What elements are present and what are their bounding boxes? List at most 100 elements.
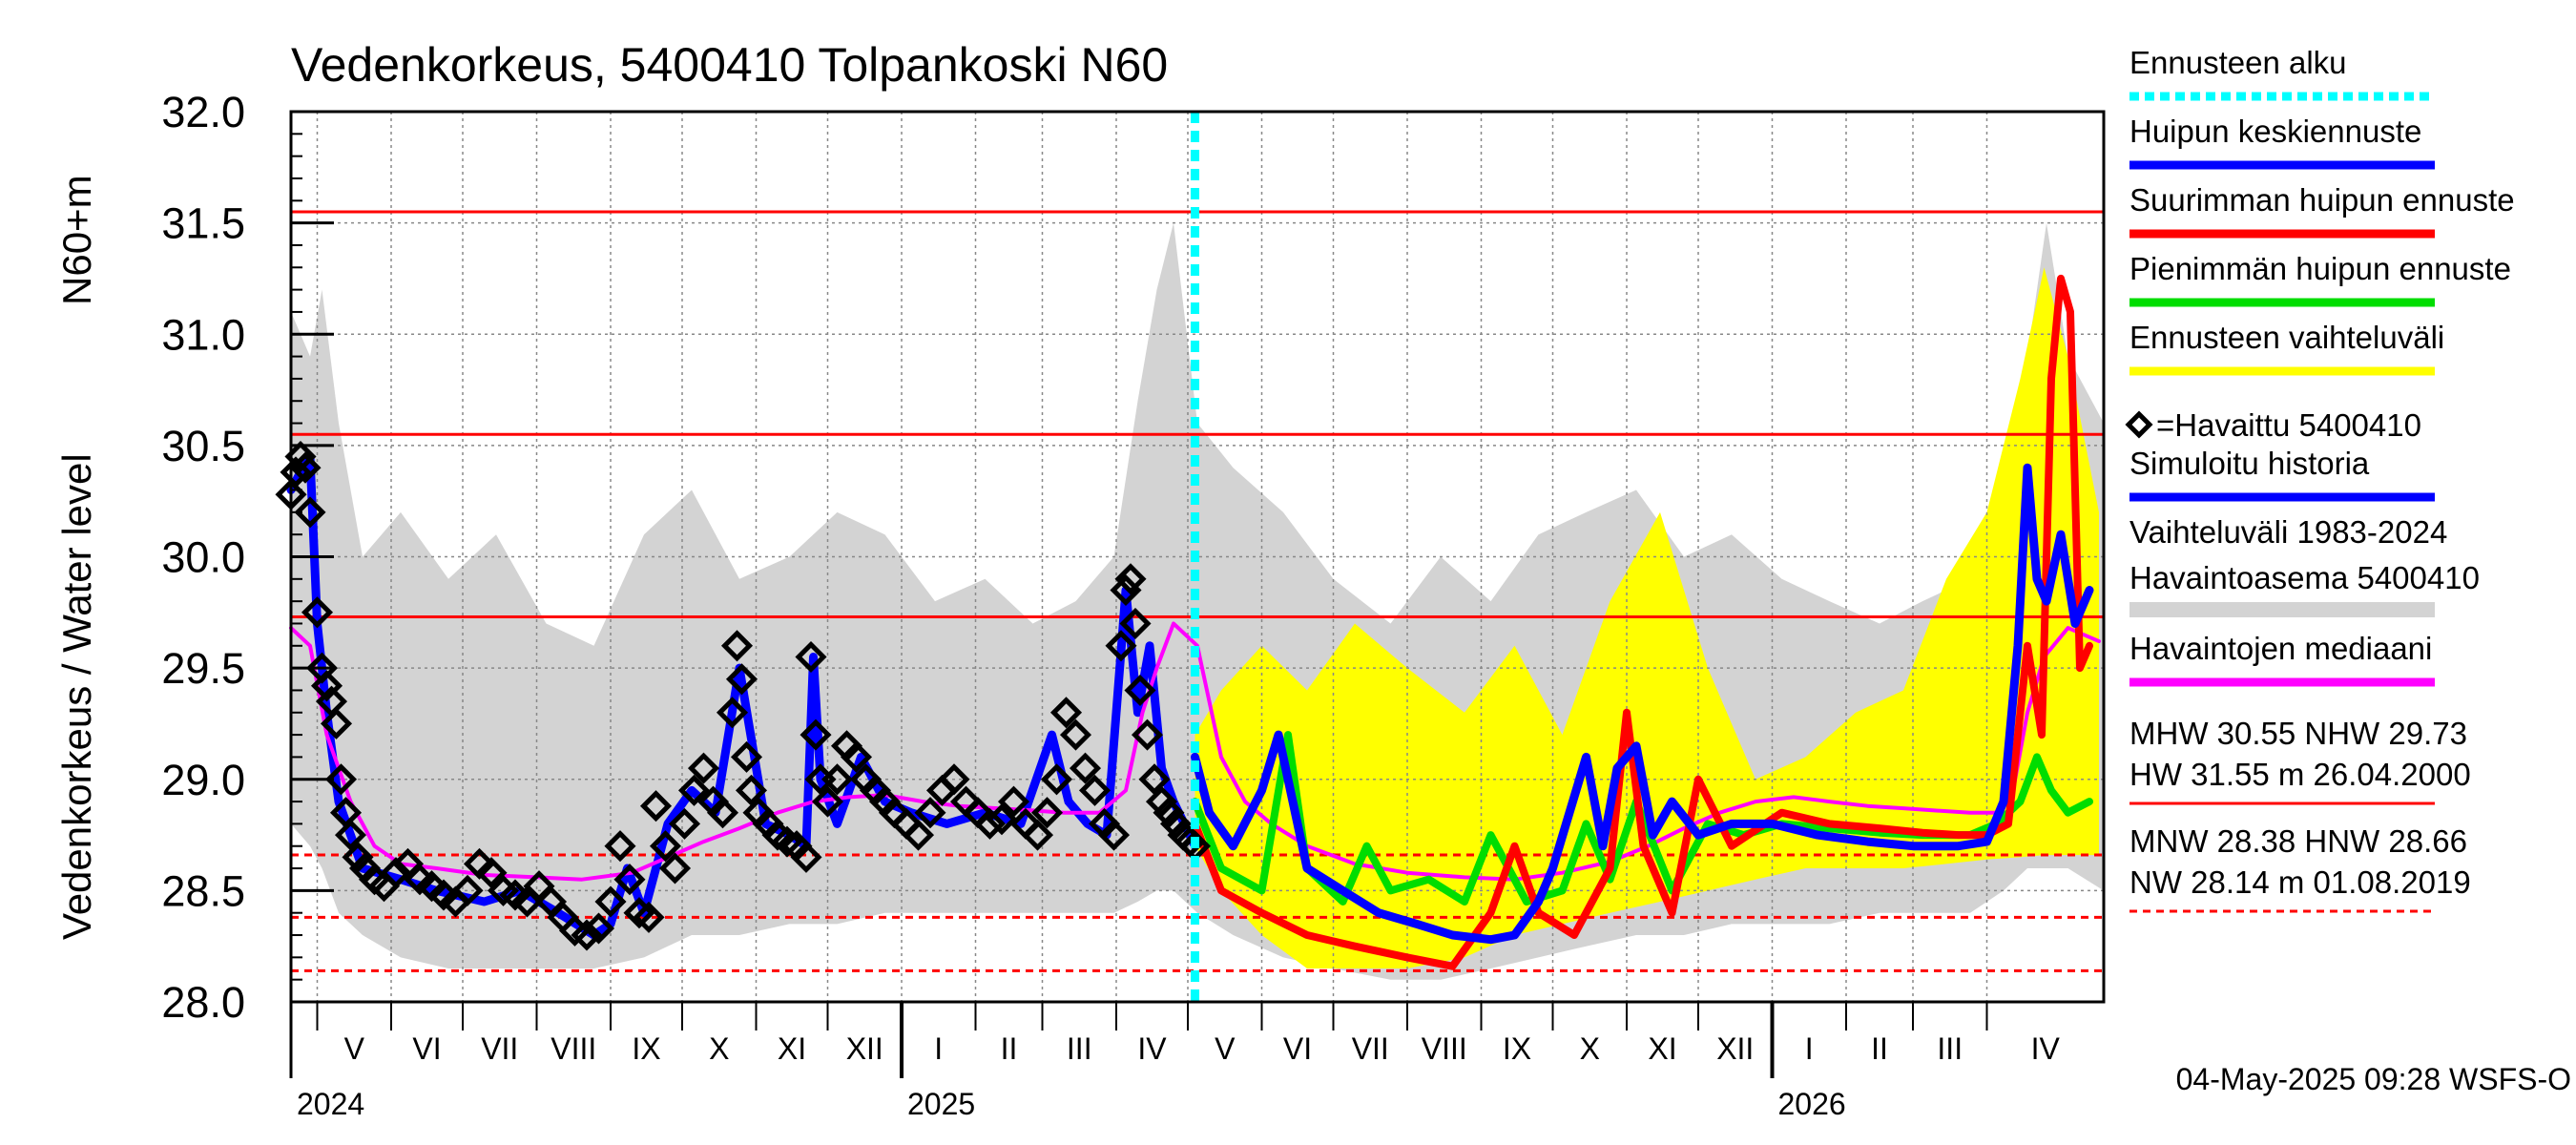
- observed-point: [1131, 718, 1164, 751]
- month-label: IX: [632, 1031, 660, 1066]
- y-tick-label: 31.0: [161, 310, 245, 359]
- month-label: III: [1937, 1031, 1963, 1066]
- month-label: VIII: [551, 1031, 596, 1066]
- series-suurimman-huipun-ennuste: [1191, 274, 2093, 970]
- observed-point: [973, 807, 1007, 840]
- observed-point: [1105, 630, 1137, 662]
- y-tick-label: 28.5: [161, 866, 245, 915]
- observed-point: [1021, 819, 1054, 851]
- legend-label: Ennusteen alku: [2129, 45, 2347, 80]
- legend-label: Havaintoasema 5400410: [2129, 560, 2480, 595]
- observed-point: [986, 803, 1018, 836]
- observed-point: [1153, 797, 1185, 829]
- month-label: III: [1067, 1031, 1092, 1066]
- observed-point: [938, 763, 970, 796]
- month-label: VI: [1283, 1031, 1312, 1066]
- observed-point: [914, 797, 946, 829]
- observed-point: [380, 857, 412, 889]
- observed-point: [811, 785, 844, 818]
- y-tick-label: 29.0: [161, 756, 245, 804]
- y-tick-label: 30.0: [161, 533, 245, 582]
- observed-point: [725, 663, 758, 696]
- observed-point: [790, 841, 822, 873]
- observed-markers: [275, 440, 1212, 951]
- observed-point: [1145, 785, 1178, 818]
- observed-point: [310, 670, 343, 702]
- legend-label: Vaihteluväli 1983-2024: [2129, 514, 2447, 550]
- observed-point: [1159, 807, 1193, 840]
- observed-point: [730, 740, 763, 773]
- month-label: VI: [412, 1031, 441, 1066]
- series-huipun-keskiennuste: [1191, 463, 2094, 945]
- observed-point: [677, 774, 711, 806]
- month-label: II: [1871, 1031, 1888, 1066]
- month-label: XI: [1648, 1031, 1676, 1066]
- x-axis: V VI VII VIII IX X XI XII I II III IV V VI VII VIII IX X X…: [297, 1002, 2061, 1121]
- observed-point: [706, 797, 739, 829]
- month-label: IV: [1137, 1031, 1167, 1066]
- month-label: X: [709, 1031, 729, 1066]
- month-label: IV: [2031, 1031, 2061, 1066]
- month-label: V: [1215, 1031, 1236, 1066]
- observed-point: [687, 752, 720, 784]
- y-axis-unit: N60+m: [54, 175, 99, 305]
- observed-point: [821, 763, 854, 796]
- footer-timestamp: 04-May-2025 09:28 WSFS-O: [2176, 1062, 2571, 1096]
- legend-label: =Havaittu 5400410: [2156, 407, 2421, 443]
- observed-point: [735, 774, 768, 806]
- legend-marker-icon: [2125, 410, 2153, 439]
- month-label: XII: [846, 1031, 883, 1066]
- legend-label: Suurimman huipun ennuste: [2129, 182, 2515, 218]
- observed-point: [1040, 763, 1073, 796]
- observed-point: [294, 496, 326, 529]
- observed-point: [1069, 752, 1102, 784]
- observed-point: [668, 807, 701, 840]
- y-tick-label: 32.0: [161, 88, 245, 136]
- chart-title: Vedenkorkeus, 5400410 Tolpankoski N60: [291, 38, 1168, 92]
- observed-point: [1114, 563, 1147, 595]
- observed-point: [613, 864, 646, 896]
- observed-point: [649, 830, 682, 863]
- y-tick-label: 29.5: [161, 644, 245, 693]
- observed-point: [1119, 607, 1152, 640]
- stats-line: HW 31.55 m 26.04.2000: [2129, 757, 2471, 792]
- month-label: XI: [778, 1031, 806, 1066]
- year-label: 2025: [907, 1087, 975, 1121]
- y-axis-ticks: 32.0 31.5 31.0 30.5 30.0 29.5 29.0 28.5 28.0: [161, 88, 334, 1027]
- observed-point: [451, 874, 484, 906]
- observed-point: [324, 763, 358, 796]
- y-tick-label: 28.0: [161, 978, 245, 1027]
- month-label: VII: [1352, 1031, 1389, 1066]
- observed-point: [571, 919, 603, 951]
- legend: Ennusteen alku Huipun keskiennuste Suurimm…: [2125, 45, 2515, 913]
- month-label: II: [1001, 1031, 1018, 1066]
- month-label: VIII: [1422, 1031, 1467, 1066]
- observed-point: [475, 857, 508, 889]
- observed-point: [639, 790, 673, 822]
- legend-label: Pienimmän huipun ennuste: [2129, 251, 2511, 286]
- observed-point: [658, 852, 692, 885]
- month-label: X: [1580, 1031, 1600, 1066]
- observed-point: [997, 785, 1030, 818]
- observed-point: [633, 901, 665, 933]
- observed-point: [902, 819, 935, 851]
- observed-point: [1124, 674, 1156, 707]
- y-tick-label: 31.5: [161, 199, 245, 248]
- observed-point: [594, 885, 627, 918]
- stats-line: NW 28.14 m 01.08.2019: [2129, 864, 2471, 900]
- year-label: 2024: [297, 1087, 364, 1121]
- month-label: I: [1805, 1031, 1814, 1066]
- month-label: IX: [1503, 1031, 1531, 1066]
- month-label: I: [934, 1031, 943, 1066]
- month-label: V: [344, 1031, 365, 1066]
- legend-label: Simuloitu historia: [2129, 446, 2370, 481]
- observed-point: [1138, 763, 1171, 796]
- observed-point: [840, 740, 873, 773]
- observed-point: [320, 707, 353, 739]
- observed-point: [720, 630, 754, 662]
- observed-point: [1078, 774, 1111, 806]
- observed-point: [795, 640, 827, 674]
- legend-label: Huipun keskiennuste: [2129, 114, 2421, 149]
- observed-point: [1059, 718, 1092, 751]
